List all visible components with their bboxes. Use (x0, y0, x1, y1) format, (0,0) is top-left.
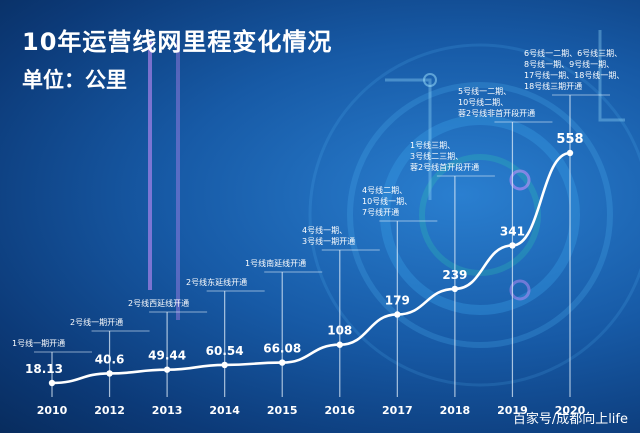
data-point (163, 366, 171, 373)
x-tick-label: 2017 (382, 404, 413, 417)
unit-label: 单位：公里 (22, 68, 127, 92)
annotation-line: 3号线一期开通 (302, 237, 356, 246)
chart-title: 10年运营线网里程变化情况 (22, 28, 333, 56)
milestone-annotation: 2号线东延线开通 (186, 277, 247, 288)
annotation-line: 3号线二三期、 (410, 152, 464, 161)
bg-node (509, 169, 531, 191)
annotation-line: 2号线东延线开通 (186, 278, 248, 287)
annotation-line: 蓉2号线非首开段开通 (458, 109, 536, 118)
annotation-line: 18号线三期开通 (524, 82, 583, 91)
x-tick-label: 2015 (267, 404, 298, 417)
x-tick-label: 2014 (209, 404, 240, 417)
milestone-annotation: 6号线一二期、6号线三期、 8号线一期、9号线一期、 17号线一期、18号线一期、 1… (524, 48, 624, 92)
annotation-line: 7号线开通 (362, 208, 400, 217)
watermark: 百家号/成都向上life (512, 412, 628, 427)
bg-node (509, 279, 531, 301)
bg-transit-line (598, 30, 625, 122)
bg-ring (380, 115, 580, 315)
annotation-line: 17号线一期、18号线一期、 (524, 71, 625, 80)
bg-transit-line (385, 78, 432, 200)
x-tick-label: 2016 (324, 404, 355, 417)
series-line (50, 151, 572, 385)
data-point (221, 361, 228, 369)
x-tick-label: 2013 (152, 404, 183, 417)
milestone-annotation: 2号线一期开通 (70, 317, 123, 328)
x-tick-label: 2010 (37, 404, 68, 417)
annotation-line: 10号线一期、 (362, 197, 413, 206)
annotation-line: 10号线二期、 (458, 98, 509, 107)
data-label: 239 (442, 268, 467, 282)
data-label: 108 (327, 324, 352, 338)
data-point (451, 285, 459, 293)
data-point (509, 242, 516, 249)
data-label: 341 (500, 224, 525, 238)
annotation-line: 1号线南延线开通 (245, 259, 307, 268)
data-label: 179 (385, 293, 410, 307)
annotation-line: 2号线西延线开通 (128, 299, 190, 308)
annotation-line: 1号线一期开通 (12, 339, 66, 348)
annotation-line: 8号线一期、9号线一期、 (524, 60, 615, 69)
x-tick-label: 2019 (497, 404, 528, 417)
milestone-annotation: 1号线一期开通 (12, 338, 65, 349)
bg-node (423, 73, 437, 87)
annotation-line: 4号线二期、 (362, 186, 408, 195)
annotation-line: 6号线一二期、6号线三期、 (524, 49, 623, 58)
x-tick-label: 2020 (555, 404, 586, 417)
bg-ring (308, 43, 640, 387)
x-tick-label: 2018 (440, 404, 471, 417)
data-point (106, 370, 113, 377)
milestone-annotation: 4号线一期、 3号线一期开通 (302, 225, 355, 247)
annotation-line: 蓉2号线首开段开通 (410, 163, 480, 172)
data-label: 558 (556, 132, 583, 147)
annotation-line: 5号线一二期、 (458, 87, 512, 96)
milestone-annotation: 1号线南延线开通 (245, 258, 306, 269)
data-label: 66.08 (263, 342, 301, 356)
x-tick-label: 2012 (94, 404, 125, 417)
milestone-annotation: 4号线二期、 10号线一期、 7号线开通 (362, 185, 412, 218)
data-label: 18.13 (25, 362, 63, 376)
data-label: 60.54 (206, 344, 244, 358)
milestone-annotation: 1号线三期、 3号线二三期、蓉2号线首开段开通 (410, 140, 479, 173)
milestone-annotation: 2号线西延线开通 (128, 298, 189, 309)
annotation-line: 1号线三期、 (410, 141, 456, 150)
data-point (279, 359, 286, 366)
data-point (566, 149, 574, 157)
data-point (394, 311, 401, 318)
annotation-line: 4号线一期、 (302, 226, 348, 235)
bg-ring (347, 82, 613, 348)
annotation-line: 2号线一期开通 (70, 318, 124, 327)
data-point (48, 379, 56, 387)
data-label: 49.44 (148, 349, 186, 363)
milestone-annotation: 5号线一二期、 10号线二期、蓉2号线非首开段开通 (458, 86, 535, 119)
data-label: 40.6 (95, 352, 125, 366)
data-point (336, 341, 343, 348)
